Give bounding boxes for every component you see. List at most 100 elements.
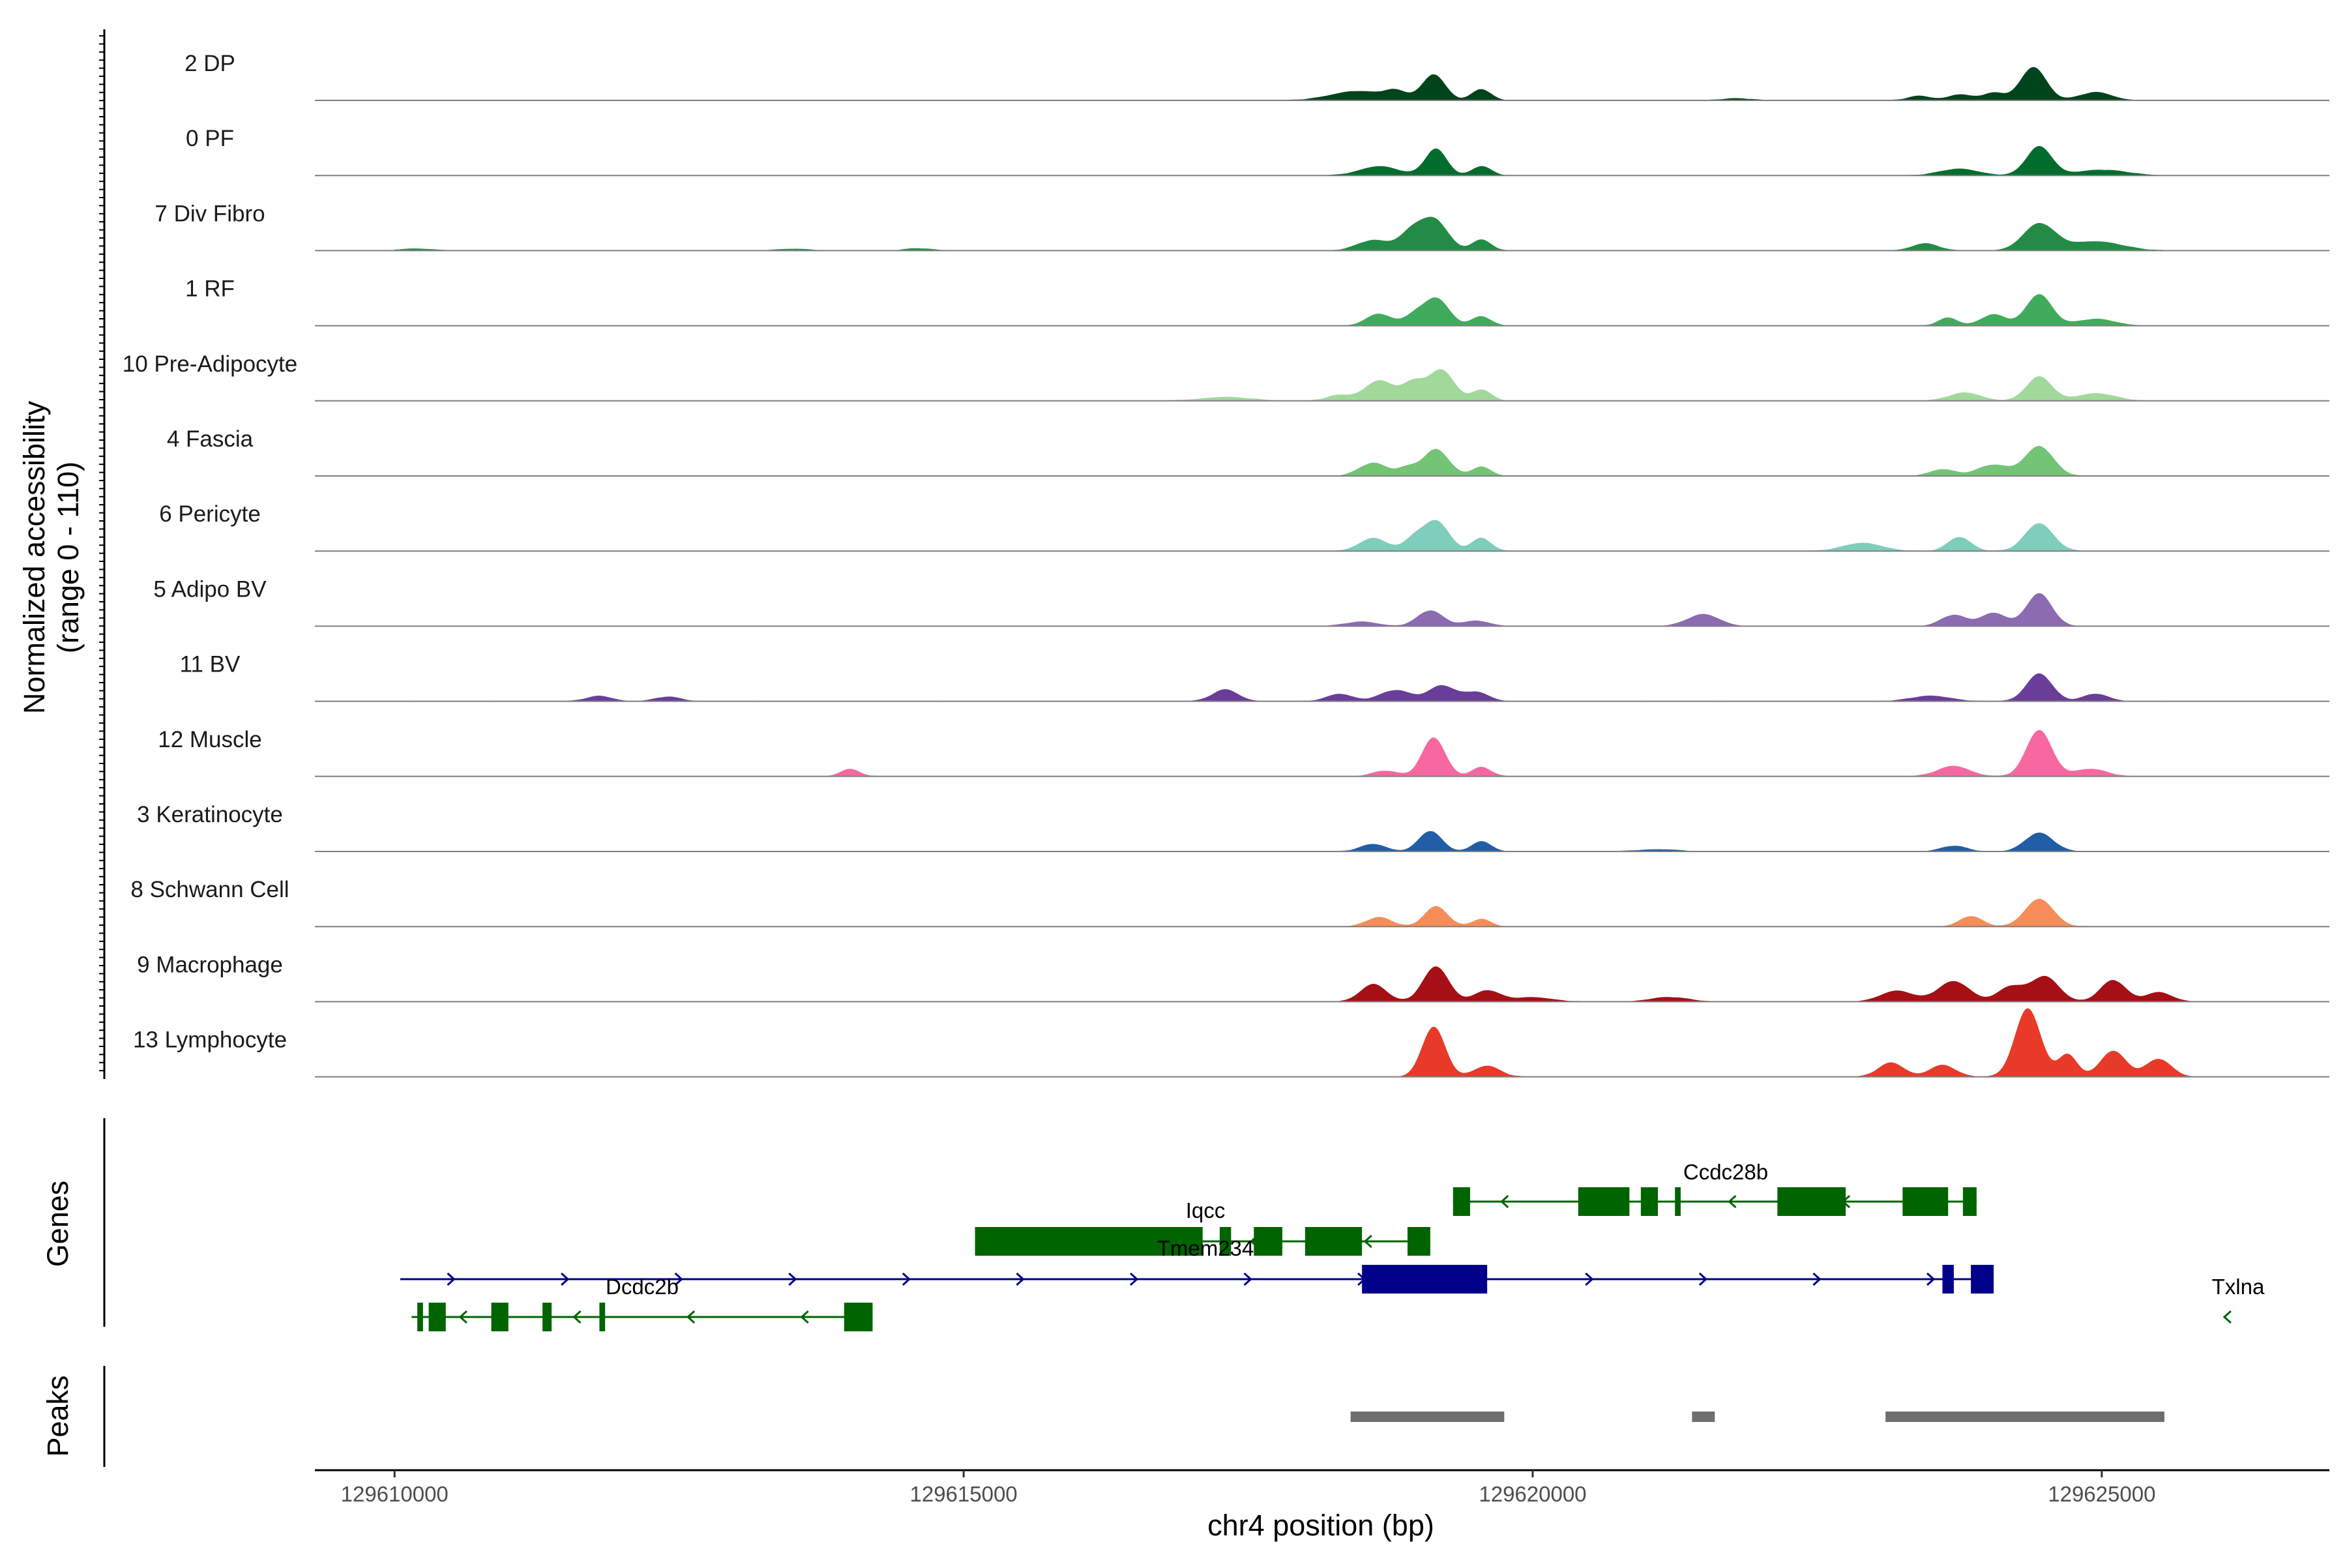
- strand-arrow: [1500, 1194, 1509, 1209]
- strand-arrow: [1585, 1272, 1594, 1286]
- track-area: [394, 831, 2204, 851]
- gene-exon: [1219, 1227, 1232, 1256]
- track-10: 12 Muscle: [158, 727, 2329, 777]
- track-area: [394, 593, 2204, 627]
- strand-arrow: [1363, 1234, 1372, 1249]
- track-2: 0 PF: [186, 126, 2329, 177]
- track-label: 11 BV: [180, 652, 241, 677]
- track-12: 8 Schwann Cell: [130, 877, 2329, 928]
- gene-exon: [1971, 1265, 1994, 1294]
- gene-exon: [1453, 1187, 1470, 1216]
- gene-tmem234: Tmem234: [400, 1236, 1994, 1294]
- track-label: 9 Macrophage: [137, 952, 283, 977]
- track-area: [394, 730, 2204, 777]
- gene-exon: [1902, 1187, 1949, 1216]
- track-label: 6 Pericyte: [159, 501, 261, 527]
- x-tick-label: 129615000: [909, 1482, 1017, 1506]
- axes-layer: 129610000 129615000 129620000 129625000: [99, 29, 2329, 1506]
- genes-panel-title: Genes: [41, 1181, 74, 1267]
- track-13: 9 Macrophage: [137, 952, 2329, 1003]
- genes-panel-title-group: Genes: [41, 1181, 74, 1267]
- y-axis-title-line1: Normalized accessibility: [18, 400, 51, 714]
- gene-label: Tmem234: [1157, 1236, 1254, 1260]
- gene-exon: [1675, 1187, 1681, 1216]
- track-1: 2 DP: [185, 51, 2329, 101]
- track-area: [394, 520, 2204, 552]
- track-label: 8 Schwann Cell: [130, 877, 289, 902]
- track-area: [394, 966, 2204, 1002]
- track-9: 11 BV: [180, 652, 2329, 702]
- y-axis-title-line2: (range 0 - 110): [52, 462, 85, 653]
- gene-exon: [417, 1303, 423, 1331]
- peak-region: [1692, 1412, 1715, 1422]
- gene-txlna: Txlna: [2212, 1275, 2265, 1324]
- x-tick-label: 129610000: [341, 1482, 449, 1506]
- track-label: 10 Pre-Adipocyte: [123, 351, 297, 377]
- track-area: [394, 1008, 2204, 1077]
- gene-exon: [1777, 1187, 1846, 1216]
- track-area: [394, 145, 2204, 176]
- gene-exon: [844, 1303, 873, 1331]
- gene-exon: [975, 1227, 1203, 1256]
- y-axis-title-group: Normalized accessibility (range 0 - 110): [18, 400, 85, 714]
- gene-ccdc28b: Ccdc28b: [975, 1160, 1768, 1256]
- gene-exon: [542, 1303, 552, 1331]
- track-label: 0 PF: [186, 126, 234, 151]
- track-5: 10 Pre-Adipocyte: [123, 351, 2329, 402]
- gene-exon: [1942, 1265, 1954, 1294]
- track-area: [394, 369, 2204, 401]
- peak-region: [1885, 1412, 2164, 1422]
- track-8: 5 Adipo BV: [153, 576, 2329, 627]
- strand-arrow: [572, 1310, 582, 1324]
- strand-arrow: [788, 1272, 797, 1286]
- strand-arrow: [447, 1272, 456, 1286]
- gene-exon: [1362, 1265, 1488, 1294]
- gene-exon: [491, 1303, 509, 1331]
- peaks-layer: [1350, 1412, 2164, 1422]
- track-14: 13 Lymphocyte: [133, 1008, 2329, 1078]
- gene-exon: [1407, 1227, 1430, 1256]
- track-label: 1 RF: [185, 276, 235, 302]
- track-11: 3 Keratinocyte: [137, 802, 2329, 852]
- gene-exon: [1305, 1227, 1363, 1256]
- strand-arrow: [458, 1310, 467, 1324]
- strand-arrow: [686, 1310, 696, 1324]
- strand-arrow: [1016, 1272, 1025, 1286]
- track-6: 4 Fascia: [167, 426, 2329, 477]
- peaks-panel-title: Peaks: [41, 1375, 74, 1457]
- peak-region: [1350, 1412, 1505, 1422]
- track-label: 4 Fascia: [167, 426, 254, 452]
- strand-arrow: [674, 1272, 683, 1286]
- strand-arrow: [800, 1310, 809, 1324]
- x-tick-label: 129620000: [1479, 1482, 1586, 1506]
- gene-exon: [1640, 1187, 1658, 1216]
- tracks-layer: 2 DP 0 PF 7 Div Fibro 1 RF 10 Pre-Adipocyte 4…: [123, 51, 2329, 1078]
- gene-label: Iqcc: [1186, 1198, 1226, 1222]
- track-7: 6 Pericyte: [159, 501, 2329, 552]
- track-label: 2 DP: [185, 51, 235, 76]
- gene-exon: [428, 1303, 446, 1331]
- track-label: 7 Div Fibro: [155, 201, 265, 226]
- strand-arrow: [1926, 1272, 1936, 1286]
- track-3: 7 Div Fibro: [155, 201, 2329, 252]
- strand-arrow: [561, 1272, 570, 1286]
- x-tick-label: 129625000: [2048, 1482, 2155, 1506]
- track-area: [394, 673, 2204, 702]
- strand-arrow: [1243, 1272, 1252, 1286]
- strand-arrow: [1129, 1272, 1139, 1286]
- track-area: [394, 898, 2204, 927]
- track-area: [394, 294, 2204, 326]
- gene-dcdc2b: Dcdc2b: [411, 1275, 873, 1331]
- strand-arrow: [1698, 1272, 1708, 1286]
- gene-exon: [1254, 1227, 1282, 1256]
- track-area: [394, 216, 2204, 251]
- gene-iqcc: Iqcc: [1186, 1187, 1977, 1222]
- x-axis-title: chr4 position (bp): [1207, 1509, 1434, 1542]
- gene-label: Txlna: [2212, 1275, 2265, 1299]
- track-label: 5 Adipo BV: [153, 576, 267, 602]
- gene-label: Dcdc2b: [606, 1275, 679, 1299]
- track-4: 1 RF: [185, 276, 2329, 327]
- gene-exon: [599, 1303, 606, 1331]
- gene-exon: [1962, 1187, 1977, 1216]
